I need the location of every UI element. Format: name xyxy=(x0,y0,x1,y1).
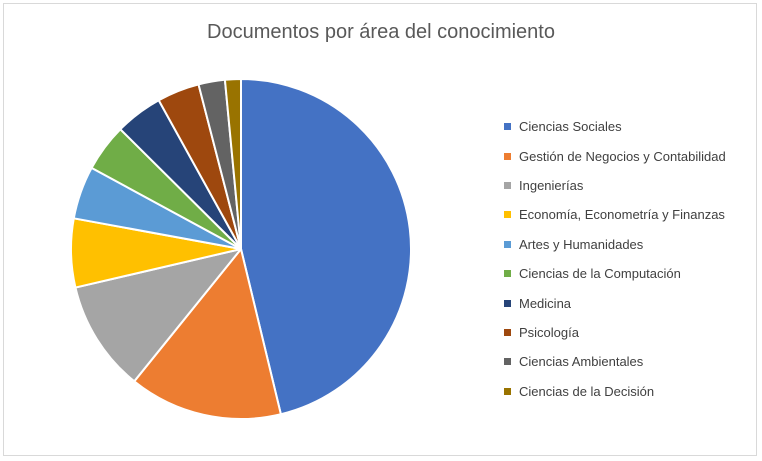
legend-label: Economía, Econometría y Finanzas xyxy=(519,207,725,223)
legend-swatch xyxy=(504,152,511,160)
legend-label: Medicina xyxy=(519,295,572,311)
legend-item: Medicina xyxy=(504,288,726,317)
legend-label: Ciencias Sociales xyxy=(519,119,622,135)
legend-label: Psicología xyxy=(519,324,579,340)
legend-item: Ciencias Ambientales xyxy=(504,347,726,376)
legend-item: Gestión de Negocios y Contabilidad xyxy=(504,141,726,170)
legend-swatch xyxy=(504,387,511,395)
legend-label: Ciencias de la Decisión xyxy=(519,383,655,399)
legend-swatch xyxy=(504,328,511,336)
chart-legend: Ciencias Sociales Gestión de Negocios y C… xyxy=(504,112,726,406)
pie-chart xyxy=(70,78,412,420)
legend-swatch xyxy=(504,358,511,366)
chart-area: Documentos por área del conocimiento Cie… xyxy=(3,3,757,456)
legend-item: Psicología xyxy=(504,318,726,347)
legend-item: Artes y Humanidades xyxy=(504,230,726,259)
legend-label: Ciencias Ambientales xyxy=(519,354,644,370)
legend-swatch xyxy=(504,211,511,219)
pie-slice-1 xyxy=(133,248,282,420)
legend-item: Ciencias de la Decisión xyxy=(504,377,726,406)
legend-label: Ciencias de la Computación xyxy=(519,266,681,282)
pie-slice-2 xyxy=(74,248,242,383)
legend-item: Ciencias de la Computación xyxy=(504,259,726,288)
legend-swatch xyxy=(504,240,511,248)
legend-swatch xyxy=(504,270,511,278)
legend-item: Ciencias Sociales xyxy=(504,112,726,141)
pie-slice-9 xyxy=(223,78,242,250)
legend-label: Ingenierías xyxy=(519,177,584,193)
legend-swatch xyxy=(504,299,511,307)
legend-label: Gestión de Negocios y Contabilidad xyxy=(519,148,726,164)
pie-slice-0 xyxy=(240,78,412,416)
legend-swatch xyxy=(504,123,511,131)
legend-label: Artes y Humanidades xyxy=(519,236,644,252)
legend-swatch xyxy=(504,181,511,189)
chart-title: Documentos por área del conocimiento xyxy=(207,21,555,43)
legend-item: Ingenierías xyxy=(504,171,726,200)
legend-item: Economía, Econometría y Finanzas xyxy=(504,200,726,229)
